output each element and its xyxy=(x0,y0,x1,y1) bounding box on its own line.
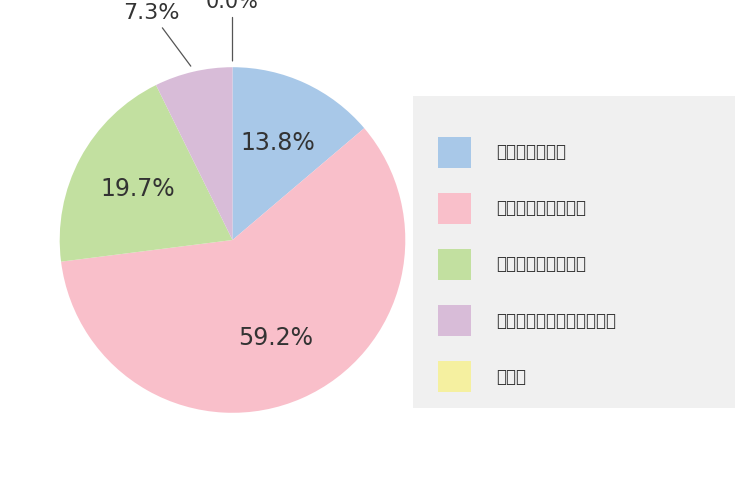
Text: その他: その他 xyxy=(496,368,526,386)
Text: すぐに対処する: すぐに対処する xyxy=(496,143,566,161)
Text: 7.3%: 7.3% xyxy=(123,3,190,66)
FancyBboxPatch shape xyxy=(438,137,470,168)
FancyBboxPatch shape xyxy=(397,80,750,424)
Wedge shape xyxy=(60,85,232,262)
Text: 59.2%: 59.2% xyxy=(238,326,314,350)
Wedge shape xyxy=(61,128,405,413)
Text: しばらく様子を見る: しばらく様子を見る xyxy=(496,199,586,217)
Wedge shape xyxy=(156,67,232,240)
Wedge shape xyxy=(232,67,364,240)
FancyBboxPatch shape xyxy=(438,361,470,393)
Text: 13.8%: 13.8% xyxy=(240,131,315,155)
FancyBboxPatch shape xyxy=(438,249,470,280)
Text: 特に何も対処しない: 特に何も対処しない xyxy=(496,255,586,274)
FancyBboxPatch shape xyxy=(438,193,470,224)
FancyBboxPatch shape xyxy=(438,305,470,336)
Text: 0.0%: 0.0% xyxy=(206,0,259,61)
Text: 19.7%: 19.7% xyxy=(100,177,176,201)
Text: わからない・答えたくない: わからない・答えたくない xyxy=(496,312,616,330)
